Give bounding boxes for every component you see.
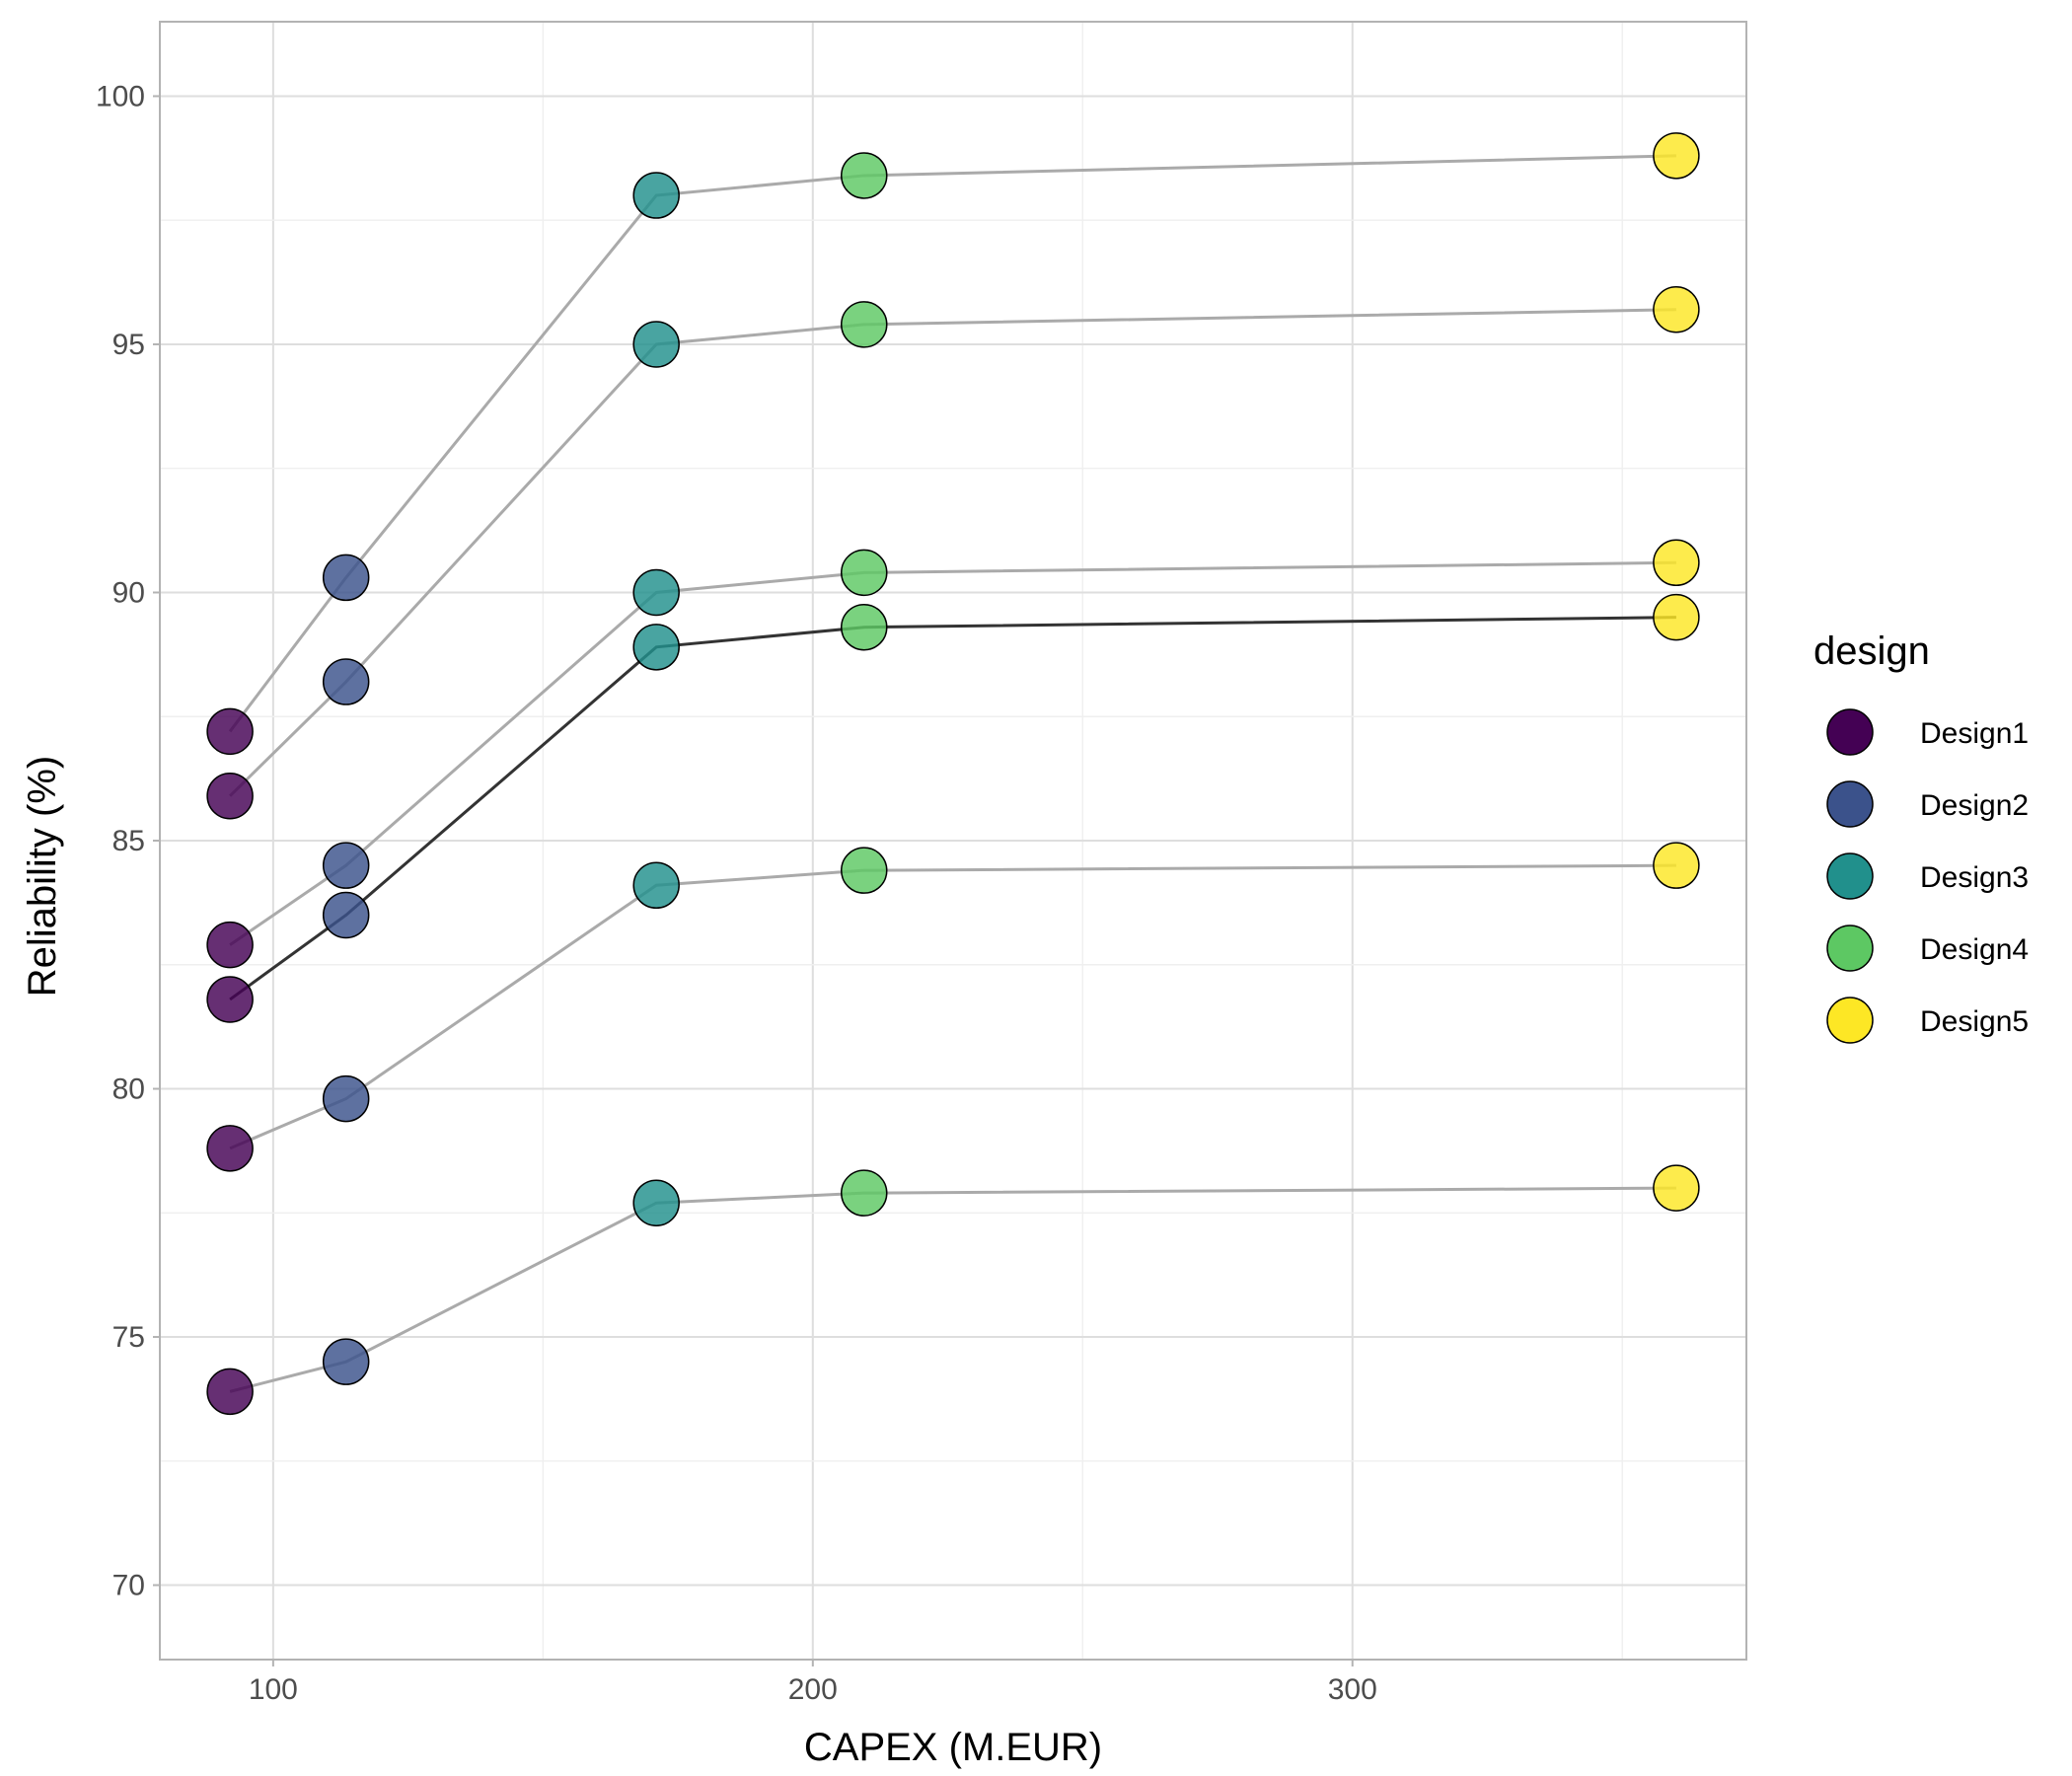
x-axis-ticks: 100 200 300 [249, 1660, 1377, 1706]
data-point-design2 [322, 842, 370, 889]
x-tick-label: 100 [249, 1673, 298, 1706]
data-point-design5 [1653, 593, 1700, 641]
grid-layer [160, 22, 1746, 1660]
legend-label: Design4 [1920, 933, 2029, 966]
data-point-design2 [322, 1074, 370, 1123]
data-point-design4 [841, 1169, 888, 1217]
legend-title: design [1813, 629, 1930, 673]
legend-key [1826, 997, 1874, 1044]
legend: design Design1Design2Design3Design4Desig… [1813, 629, 2029, 1044]
data-point-design4 [841, 549, 888, 597]
y-tick-label: 95 [112, 329, 145, 361]
data-point-design4 [841, 301, 888, 348]
data-point-design3 [632, 624, 680, 671]
data-point-design1 [206, 1368, 254, 1416]
data-point-design4 [841, 603, 888, 651]
legend-label: Design3 [1920, 861, 2029, 894]
legend-key [1826, 708, 1874, 756]
data-point-design2 [322, 658, 370, 705]
legend-key [1826, 925, 1874, 972]
y-tick-label: 90 [112, 576, 145, 609]
data-point-design3 [632, 861, 680, 910]
data-point-design1 [206, 976, 254, 1023]
legend-label: Design1 [1920, 717, 2029, 750]
data-point-design5 [1653, 539, 1700, 587]
legend-items: Design1 Design2 Design3 Design4 Design5 [1826, 708, 2029, 1044]
legend-key [1826, 852, 1874, 900]
x-tick-label: 200 [788, 1673, 838, 1706]
data-point-design2 [322, 891, 370, 939]
data-point-design3 [632, 172, 680, 219]
y-axis-title: Reliability (%) [21, 756, 64, 998]
data-point-design2 [322, 1338, 370, 1385]
data-point-design5 [1653, 842, 1700, 889]
y-tick-label: 100 [96, 80, 145, 112]
y-tick-label: 70 [112, 1570, 145, 1602]
legend-label: Design2 [1920, 789, 2029, 822]
data-point-design5 [1653, 132, 1700, 180]
data-point-design5 [1653, 286, 1700, 333]
data-point-design1 [206, 1125, 254, 1172]
data-point-design5 [1653, 1164, 1700, 1212]
data-point-design1 [206, 772, 254, 820]
y-tick-label: 85 [112, 825, 145, 857]
x-tick-label: 300 [1328, 1673, 1377, 1706]
y-tick-label: 75 [112, 1321, 145, 1354]
data-point-design4 [841, 847, 888, 894]
data-point-design3 [632, 1179, 680, 1226]
x-axis-title: CAPEX (M.EUR) [804, 1726, 1102, 1769]
y-tick-label: 80 [112, 1073, 145, 1106]
legend-label: Design5 [1920, 1005, 2029, 1038]
data-point-design4 [841, 152, 888, 199]
data-point-design3 [632, 321, 680, 368]
legend-key [1826, 780, 1874, 828]
data-point-design1 [206, 921, 254, 969]
points-layer [206, 132, 1700, 1416]
data-point-design2 [322, 554, 370, 602]
data-point-design3 [632, 568, 680, 617]
y-axis-ticks: 70 75 80 85 90 95 100 [96, 80, 160, 1602]
data-point-design1 [206, 707, 254, 756]
